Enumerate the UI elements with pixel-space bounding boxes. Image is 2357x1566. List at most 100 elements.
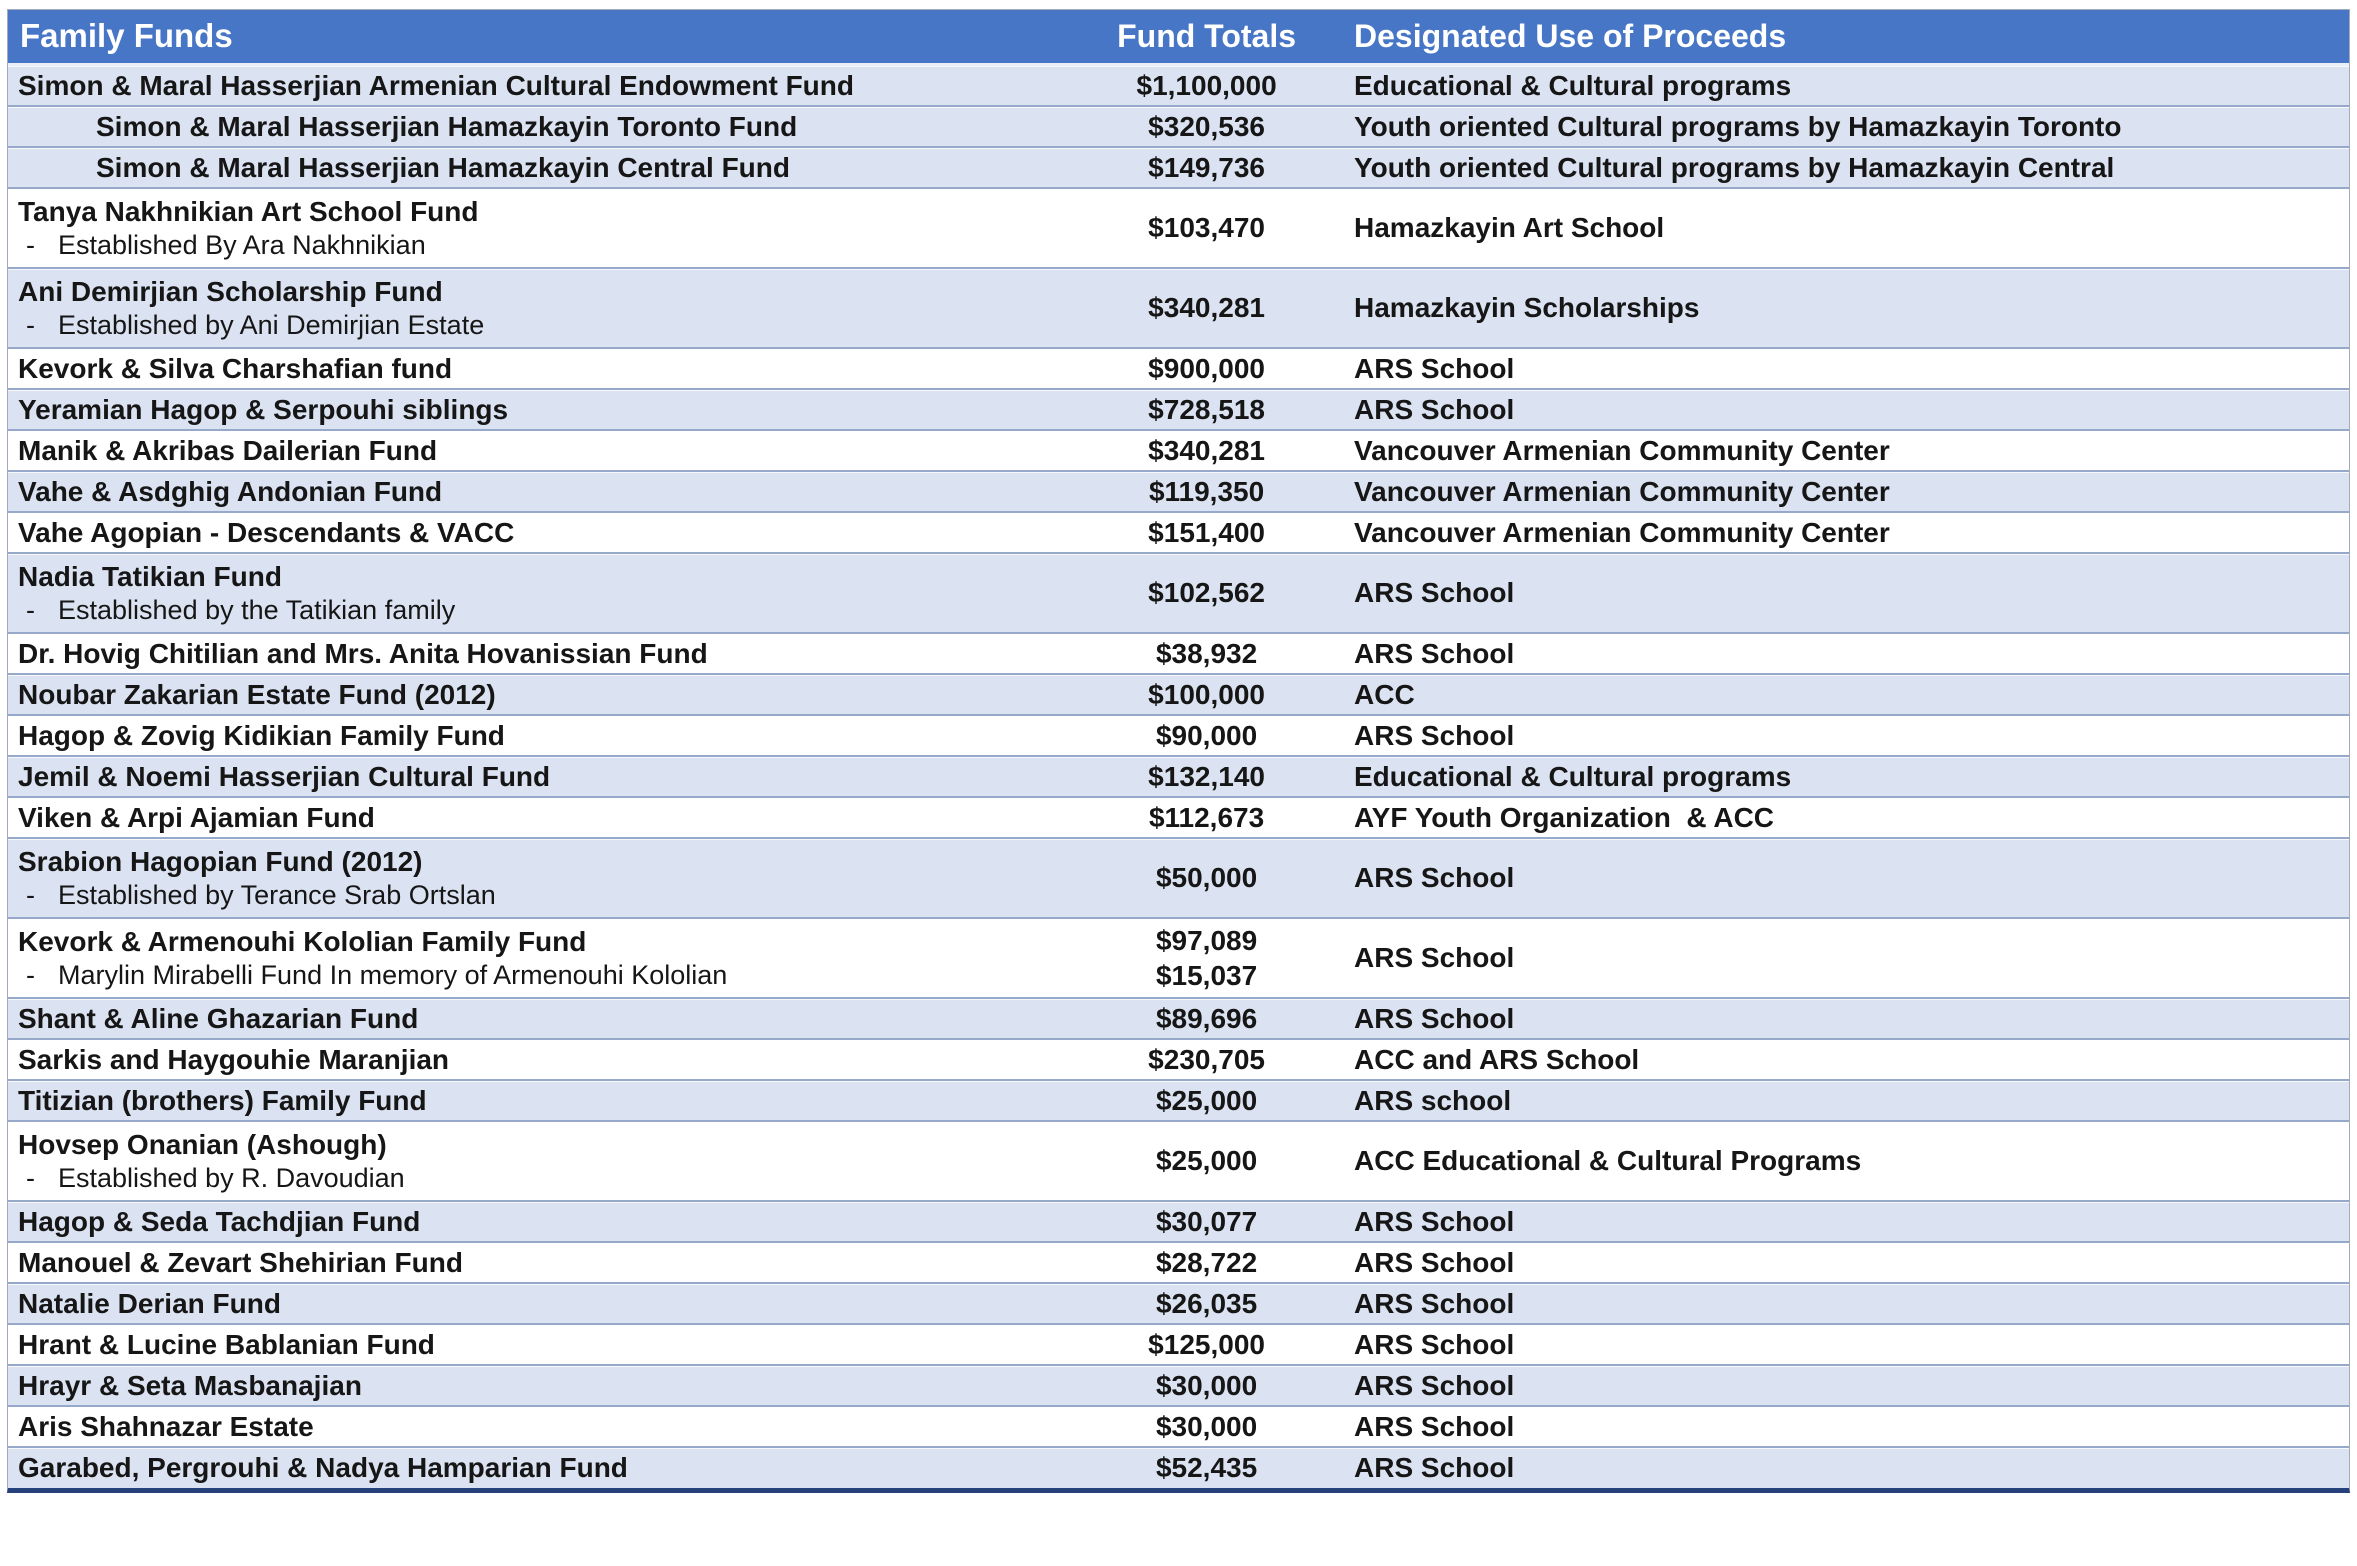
fund-total-value: $52,435 bbox=[1155, 1452, 1258, 1483]
fund-name: Manouel & Zevart Shehirian Fund bbox=[18, 1246, 463, 1278]
fund-use: Hamazkayin Art School bbox=[1340, 186, 2349, 268]
fund-total-value: $340,281 bbox=[1148, 292, 1265, 323]
fund-total-cell: $151,400 bbox=[1073, 510, 1340, 553]
fund-name: Garabed, Pergrouhi & Nadya Hamparian Fun… bbox=[18, 1452, 628, 1483]
table-row: Manouel & Zevart Shehirian Fund $28,722 … bbox=[8, 1240, 2349, 1283]
fund-use: Vancouver Armenian Community Center bbox=[1340, 469, 2349, 512]
table-row: Natalie Derian Fund $26,035 ARS School bbox=[8, 1281, 2349, 1324]
header-row: Family Funds Fund Totals Designated Use … bbox=[8, 10, 2349, 64]
fund-total-cell: $119,350 bbox=[1073, 469, 1340, 512]
table-row: Vahe & Asdghig Andonian Fund $119,350 Va… bbox=[8, 469, 2349, 512]
fund-total-cell: $125,000 bbox=[1073, 1322, 1340, 1365]
fund-name: Dr. Hovig Chitilian and Mrs. Anita Hovan… bbox=[18, 637, 708, 669]
fund-total-value: $149,736 bbox=[1148, 151, 1265, 183]
fund-total-value: $230,705 bbox=[1148, 1043, 1265, 1075]
fund-name: Vahe & Asdghig Andonian Fund bbox=[18, 475, 443, 507]
fund-total-cell: $28,722 bbox=[1073, 1240, 1340, 1283]
table-row: Simon & Maral Hasserjian Armenian Cultur… bbox=[8, 62, 2349, 106]
table-row: Simon & Maral Hasserjian Hamazkayin Toro… bbox=[8, 104, 2349, 147]
fund-total-value: $26,035 bbox=[1155, 1287, 1258, 1319]
table-row: Kevork & Armenouhi Kololian Family Fund … bbox=[8, 916, 2349, 998]
fund-subnote: - Marylin Mirabelli Fund In memory of Ar… bbox=[18, 959, 1073, 992]
fund-name-cell: Nadia Tatikian Fund - Established by the… bbox=[8, 551, 1074, 633]
fund-use: ARS School bbox=[1340, 1281, 2349, 1324]
fund-total-cell: $52,435 bbox=[1073, 1445, 1340, 1488]
subnote-text: Marylin Mirabelli Fund In memory of Arme… bbox=[58, 959, 728, 990]
fund-name: Titizian (brothers) Family Fund bbox=[18, 1084, 427, 1116]
fund-name-cell: Simon & Maral Hasserjian Armenian Cultur… bbox=[8, 62, 1074, 106]
fund-name-cell: Sarkis and Haygouhie Maranjian bbox=[8, 1037, 1074, 1080]
subnote-text: Established By Ara Nakhnikian bbox=[58, 229, 426, 260]
fund-table-body: Simon & Maral Hasserjian Armenian Cultur… bbox=[8, 62, 2349, 1488]
fund-total-cell: $100,000 bbox=[1073, 672, 1340, 715]
fund-name: Shant & Aline Ghazarian Fund bbox=[18, 1002, 419, 1034]
fund-use: ARS School bbox=[1340, 387, 2349, 430]
fund-total-value: $900,000 bbox=[1148, 352, 1265, 384]
fund-name-cell: Jemil & Noemi Hasserjian Cultural Fund bbox=[8, 754, 1074, 797]
fund-use: AYF Youth Organization & ACC bbox=[1340, 795, 2349, 838]
fund-total-value: $103,470 bbox=[1148, 212, 1265, 243]
table-row: Dr. Hovig Chitilian and Mrs. Anita Hovan… bbox=[8, 631, 2349, 674]
table-row: Noubar Zakarian Estate Fund (2012) $100,… bbox=[8, 672, 2349, 715]
fund-use: ARS School bbox=[1340, 836, 2349, 918]
subnote-text: Established by Ani Demirjian Estate bbox=[58, 309, 485, 340]
table-row: Shant & Aline Ghazarian Fund $89,696 ARS… bbox=[8, 996, 2349, 1039]
fund-name: Aris Shahnazar Estate bbox=[18, 1410, 314, 1442]
fund-total-value: $102,562 bbox=[1148, 577, 1265, 608]
fund-name-cell: Simon & Maral Hasserjian Hamazkayin Toro… bbox=[8, 104, 1074, 147]
table-row: Hagop & Seda Tachdjian Fund $30,077 ARS … bbox=[8, 1199, 2349, 1242]
fund-total-cell: $230,705 bbox=[1073, 1037, 1340, 1080]
fund-subnote: - Established by the Tatikian family bbox=[18, 594, 1073, 627]
fund-total-value: $340,281 bbox=[1148, 434, 1265, 466]
fund-total-cell: $102,562 bbox=[1073, 551, 1340, 633]
fund-total-value: $30,000 bbox=[1155, 1410, 1258, 1442]
fund-name-cell: Viken & Arpi Ajamian Fund bbox=[8, 795, 1074, 838]
fund-total-value: $151,400 bbox=[1148, 516, 1265, 548]
fund-total-value: $97,089 bbox=[1155, 924, 1258, 956]
subnote-dash: - bbox=[26, 594, 35, 625]
fund-total-cell: $25,000 bbox=[1073, 1119, 1340, 1201]
fund-total-cell: $112,673 bbox=[1073, 795, 1340, 838]
fund-name: Simon & Maral Hasserjian Hamazkayin Cent… bbox=[96, 151, 790, 183]
fund-name-cell: Manouel & Zevart Shehirian Fund bbox=[8, 1240, 1074, 1283]
fund-total-value: $89,696 bbox=[1155, 1002, 1258, 1034]
fund-total-value: $100,000 bbox=[1148, 678, 1265, 710]
fund-name-cell: Tanya Nakhnikian Art School Fund - Estab… bbox=[8, 186, 1074, 268]
fund-name: Hagop & Zovig Kidikian Family Fund bbox=[18, 719, 505, 751]
fund-total-cell: $90,000 bbox=[1073, 713, 1340, 756]
subnote-dash: - bbox=[26, 1162, 35, 1193]
fund-name-cell: Manik & Akribas Dailerian Fund bbox=[8, 428, 1074, 471]
fund-name-cell: Garabed, Pergrouhi & Nadya Hamparian Fun… bbox=[8, 1445, 1074, 1488]
fund-total-cell: $1,100,000 bbox=[1073, 62, 1340, 106]
fund-name: Simon & Maral Hasserjian Armenian Cultur… bbox=[18, 69, 854, 101]
fund-name-cell: Hagop & Seda Tachdjian Fund bbox=[8, 1199, 1074, 1242]
fund-use: Youth oriented Cultural programs by Hama… bbox=[1340, 104, 2349, 147]
fund-total-value: $25,000 bbox=[1155, 1084, 1258, 1116]
fund-total-cell: $25,000 bbox=[1073, 1078, 1340, 1121]
fund-total-value: $30,000 bbox=[1155, 1369, 1258, 1401]
fund-name-cell: Titizian (brothers) Family Fund bbox=[8, 1078, 1074, 1121]
fund-total-value: $132,140 bbox=[1148, 760, 1265, 792]
fund-subnote: - Established by Terance Srab Ortslan bbox=[18, 879, 1073, 912]
fund-use: Youth oriented Cultural programs by Hama… bbox=[1340, 145, 2349, 188]
fund-total-value: $1,100,000 bbox=[1136, 69, 1277, 101]
fund-total-cell: $26,035 bbox=[1073, 1281, 1340, 1324]
column-header-designated-use: Designated Use of Proceeds bbox=[1340, 10, 2349, 64]
subnote-dash: - bbox=[26, 879, 35, 910]
fund-name-cell: Shant & Aline Ghazarian Fund bbox=[8, 996, 1074, 1039]
fund-subnote: - Established by Ani Demirjian Estate bbox=[18, 309, 1073, 342]
fund-use: ARS School bbox=[1340, 1322, 2349, 1365]
fund-name: Hrant & Lucine Bablanian Fund bbox=[18, 1328, 435, 1360]
column-header-fund-totals: Fund Totals bbox=[1073, 10, 1340, 64]
fund-total-cell: $103,470 bbox=[1073, 186, 1340, 268]
fund-total-cell: $30,077 bbox=[1073, 1199, 1340, 1242]
table-row: Hrant & Lucine Bablanian Fund $125,000 A… bbox=[8, 1322, 2349, 1365]
fund-name: Tanya Nakhnikian Art School Fund bbox=[18, 195, 479, 227]
fund-use: ARS School bbox=[1340, 346, 2349, 389]
fund-name: Yeramian Hagop & Serpouhi siblings bbox=[18, 393, 509, 425]
column-header-family-funds: Family Funds bbox=[8, 10, 1074, 64]
table-row: Jemil & Noemi Hasserjian Cultural Fund $… bbox=[8, 754, 2349, 797]
subnote-text: Established by the Tatikian family bbox=[58, 594, 456, 625]
fund-name-cell: Hrant & Lucine Bablanian Fund bbox=[8, 1322, 1074, 1365]
fund-total-cell: $97,089 $15,037 bbox=[1073, 916, 1340, 998]
